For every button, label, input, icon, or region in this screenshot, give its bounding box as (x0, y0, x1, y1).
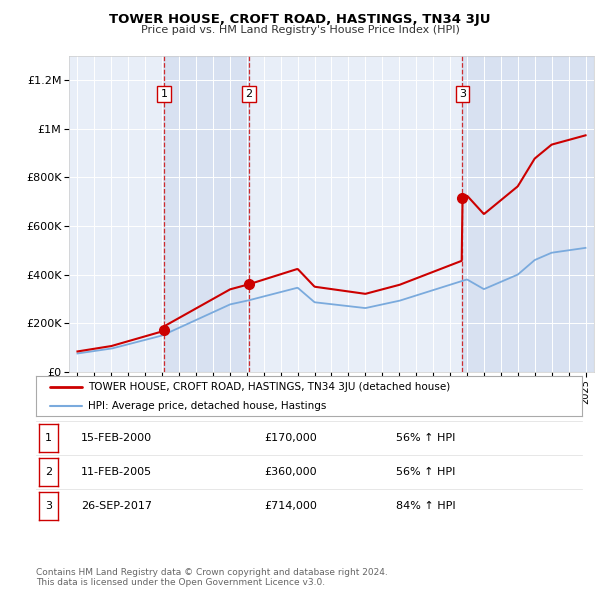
Text: 84% ↑ HPI: 84% ↑ HPI (396, 502, 455, 511)
Text: HPI: Average price, detached house, Hastings: HPI: Average price, detached house, Hast… (88, 401, 326, 411)
Bar (164, 56, 249, 372)
Text: 3: 3 (459, 89, 466, 99)
Text: 26-SEP-2017: 26-SEP-2017 (81, 502, 152, 511)
Text: Contains HM Land Registry data © Crown copyright and database right 2024.
This d: Contains HM Land Registry data © Crown c… (36, 568, 388, 587)
Text: 56% ↑ HPI: 56% ↑ HPI (396, 467, 455, 477)
Text: 56% ↑ HPI: 56% ↑ HPI (396, 433, 455, 442)
Text: 2: 2 (245, 89, 253, 99)
Text: TOWER HOUSE, CROFT ROAD, HASTINGS, TN34 3JU: TOWER HOUSE, CROFT ROAD, HASTINGS, TN34 … (109, 13, 491, 26)
Text: £714,000: £714,000 (264, 502, 317, 511)
Text: 1: 1 (161, 89, 167, 99)
Text: £360,000: £360,000 (264, 467, 317, 477)
Text: 11-FEB-2005: 11-FEB-2005 (81, 467, 152, 477)
Bar (463, 56, 594, 372)
Text: 3: 3 (45, 502, 52, 511)
Text: 1: 1 (45, 433, 52, 442)
Text: Price paid vs. HM Land Registry's House Price Index (HPI): Price paid vs. HM Land Registry's House … (140, 25, 460, 35)
Text: £170,000: £170,000 (264, 433, 317, 442)
Text: 2: 2 (45, 467, 52, 477)
Text: TOWER HOUSE, CROFT ROAD, HASTINGS, TN34 3JU (detached house): TOWER HOUSE, CROFT ROAD, HASTINGS, TN34 … (88, 382, 450, 392)
Text: 15-FEB-2000: 15-FEB-2000 (81, 433, 152, 442)
